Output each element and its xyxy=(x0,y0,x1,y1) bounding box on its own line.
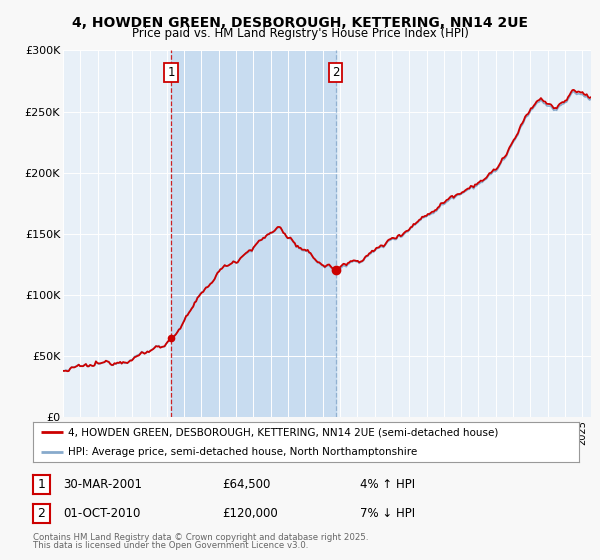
Text: 4% ↑ HPI: 4% ↑ HPI xyxy=(360,478,415,491)
Text: £64,500: £64,500 xyxy=(222,478,271,491)
Text: 4, HOWDEN GREEN, DESBOROUGH, KETTERING, NN14 2UE: 4, HOWDEN GREEN, DESBOROUGH, KETTERING, … xyxy=(72,16,528,30)
Text: 2: 2 xyxy=(37,507,46,520)
Text: This data is licensed under the Open Government Licence v3.0.: This data is licensed under the Open Gov… xyxy=(33,541,308,550)
Text: HPI: Average price, semi-detached house, North Northamptonshire: HPI: Average price, semi-detached house,… xyxy=(68,446,418,456)
Text: Price paid vs. HM Land Registry's House Price Index (HPI): Price paid vs. HM Land Registry's House … xyxy=(131,27,469,40)
Text: 2: 2 xyxy=(332,66,340,79)
Text: 7% ↓ HPI: 7% ↓ HPI xyxy=(360,507,415,520)
Text: Contains HM Land Registry data © Crown copyright and database right 2025.: Contains HM Land Registry data © Crown c… xyxy=(33,533,368,542)
Text: 30-MAR-2001: 30-MAR-2001 xyxy=(63,478,142,491)
Text: £120,000: £120,000 xyxy=(222,507,278,520)
Text: 1: 1 xyxy=(37,478,46,491)
Text: 4, HOWDEN GREEN, DESBOROUGH, KETTERING, NN14 2UE (semi-detached house): 4, HOWDEN GREEN, DESBOROUGH, KETTERING, … xyxy=(68,427,499,437)
Text: 1: 1 xyxy=(167,66,175,79)
Text: 01-OCT-2010: 01-OCT-2010 xyxy=(63,507,140,520)
Bar xyxy=(171,50,335,417)
